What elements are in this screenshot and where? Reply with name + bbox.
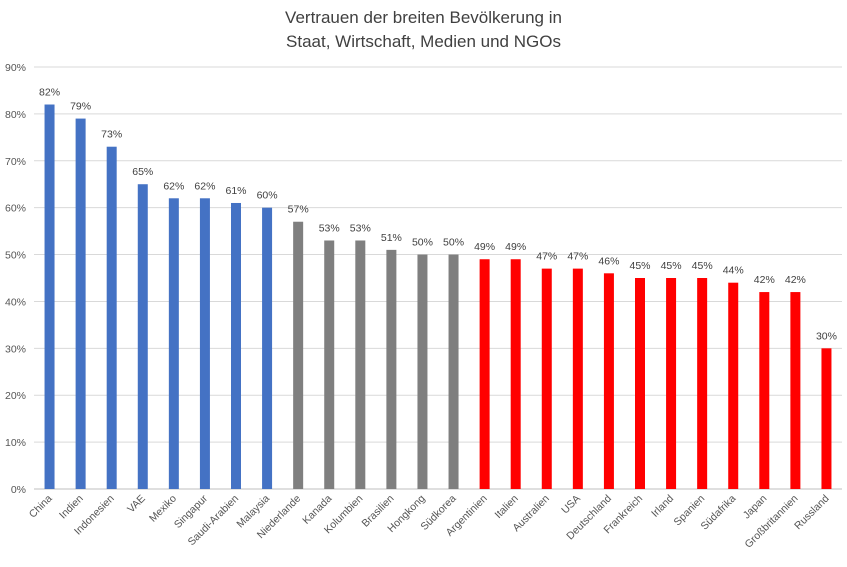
bar-malaysia: [262, 207, 273, 489]
gridlines: [34, 66, 842, 490]
y-tick-label: 20%: [5, 390, 26, 402]
data-labels: 82% 79% 73% 65% 62% 62% 61% 60% 57% 53% 53% 51% 50% 5…: [39, 87, 837, 343]
y-tick-label: 10%: [5, 437, 26, 449]
bar-südafrika: [728, 282, 739, 489]
bar-russland: [821, 348, 832, 489]
y-tick-label: 50%: [5, 250, 26, 262]
y-tick-label: 80%: [5, 109, 26, 121]
bar-australien: [541, 268, 552, 489]
data-label: 61%: [225, 185, 246, 197]
bar-singapur: [199, 198, 210, 490]
y-tick-label: 60%: [5, 203, 26, 215]
x-category-label: Italien: [493, 493, 521, 521]
data-label: 65%: [132, 166, 153, 178]
bar-südkorea: [448, 254, 459, 489]
bar-hongkong: [417, 254, 428, 489]
data-label: 47%: [567, 251, 588, 263]
bar-niederlande: [293, 221, 304, 489]
data-label: 79%: [70, 101, 91, 113]
data-label: 42%: [785, 274, 806, 286]
bar-italien: [510, 259, 521, 489]
data-label: 53%: [350, 222, 371, 234]
bar-kanada: [324, 240, 335, 489]
data-label: 49%: [505, 241, 526, 253]
y-axis-ticks: 0% 10% 20% 30% 40% 50% 60% 70% 80% 90%: [5, 62, 26, 496]
data-label: 46%: [598, 255, 619, 267]
y-tick-label: 90%: [5, 62, 26, 74]
y-tick-label: 30%: [5, 343, 26, 355]
bar-brasilien: [386, 249, 397, 489]
bar-kolumbien: [355, 240, 366, 489]
data-label: 45%: [661, 260, 682, 272]
y-tick-label: 0%: [11, 484, 26, 496]
data-label: 45%: [629, 260, 650, 272]
data-label: 62%: [163, 180, 184, 192]
data-label: 73%: [101, 129, 122, 141]
data-label: 50%: [443, 237, 464, 249]
data-label: 53%: [319, 222, 340, 234]
bar-irland: [666, 278, 677, 489]
bars: [44, 104, 832, 490]
data-label: 82%: [39, 87, 60, 99]
y-tick-label: 40%: [5, 296, 26, 308]
data-label: 62%: [194, 180, 215, 192]
bar-mexiko: [168, 198, 179, 490]
data-label: 42%: [754, 274, 775, 286]
bar-indien: [75, 118, 86, 490]
bar-japan: [759, 292, 770, 489]
x-category-label: Irland: [649, 493, 676, 520]
data-label: 51%: [381, 232, 402, 244]
x-category-label: China: [27, 493, 55, 521]
data-label: 30%: [816, 330, 837, 342]
data-label: 60%: [257, 190, 278, 202]
bar-deutschland: [603, 273, 614, 489]
x-category-label: VAE: [125, 493, 148, 516]
bar-indonesien: [106, 146, 117, 489]
data-label: 49%: [474, 241, 495, 253]
bar-usa: [572, 268, 583, 489]
data-label: 50%: [412, 237, 433, 249]
bar-großbritannien: [790, 292, 801, 489]
bar-frankreich: [635, 278, 645, 489]
x-category-label: Indien: [57, 493, 86, 522]
y-tick-label: 70%: [5, 156, 26, 168]
chart-title-line-1: Vertrauen der breiten Bevölkerung in: [285, 8, 562, 27]
bar-saudi-arabien: [231, 202, 241, 489]
bar-china: [44, 104, 55, 489]
bar-spanien: [697, 278, 708, 489]
bar-argentinien: [479, 259, 490, 489]
x-category-label: Japan: [741, 493, 770, 522]
data-label: 57%: [288, 204, 309, 216]
x-category-label: Russland: [792, 493, 832, 533]
chart-title-line-2: Staat, Wirtschaft, Medien und NGOs: [286, 32, 561, 51]
bar-vae: [137, 184, 148, 489]
data-label: 44%: [723, 265, 744, 277]
data-label: 45%: [692, 260, 713, 272]
x-category-label: USA: [559, 493, 583, 517]
data-label: 47%: [536, 251, 557, 263]
chart-title: Vertrauen der breiten Bevölkerung in Sta…: [0, 6, 847, 54]
